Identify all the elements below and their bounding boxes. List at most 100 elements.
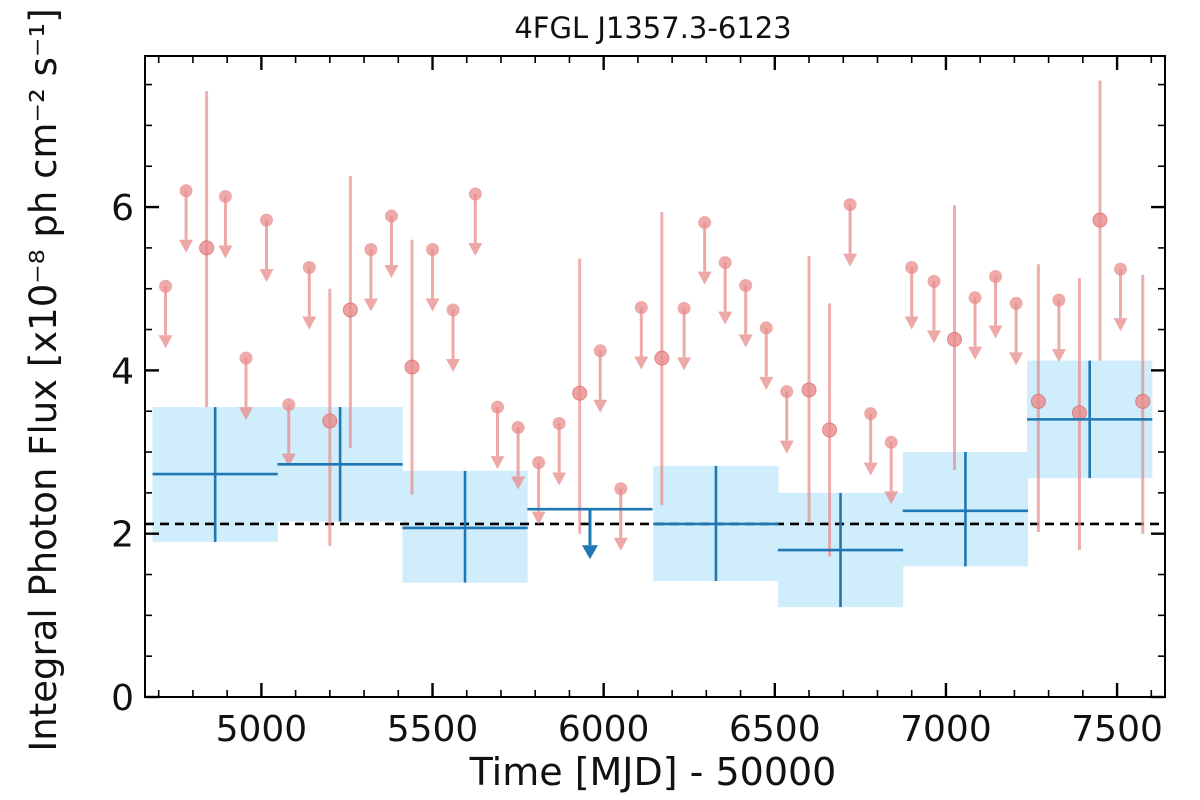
short-bin-upper-limit-13 [425, 249, 440, 312]
short-bin-upper-limit-4-head [238, 407, 253, 421]
short-bin-upper-limit-4 [238, 358, 253, 421]
x-axis-label: Time [MJD] - 50000 [469, 750, 837, 794]
short-bin-upper-limit-26 [697, 222, 712, 285]
short-bin-upper-limit-43-head [1051, 349, 1066, 363]
short-bin-upper-limit-13-head [425, 298, 440, 312]
short-bin-upper-limit-37 [926, 281, 941, 344]
short-bin-upper-limit-18-head [531, 511, 546, 525]
short-bin-upper-limit-46-head [1113, 318, 1128, 332]
short-bin-point-20 [572, 385, 588, 401]
short-bin-upper-limit-22 [613, 488, 628, 551]
short-bin-upper-limit-21 [593, 350, 608, 413]
short-bin-upper-limit-33 [843, 204, 858, 267]
short-bin-upper-limit-7 [302, 267, 317, 330]
short-bin-upper-limit-6-head [281, 453, 296, 467]
short-bin-point-45 [1092, 212, 1108, 228]
y-tick-label: 0 [111, 678, 134, 719]
short-bin-point-44 [1071, 405, 1087, 421]
short-bin-upper-limit-35 [884, 442, 899, 505]
short-bin-point-8 [322, 413, 338, 429]
axes-box [144, 55, 1166, 698]
short-bin-upper-limit-5-head [259, 269, 274, 283]
y-axis-label: Integral Photon Flux [x10⁻⁸ ph cm⁻² s⁻¹] [22, 8, 65, 751]
short-bin-upper-limit-10 [363, 249, 378, 312]
short-bin-upper-limit-21-head [593, 399, 608, 413]
y-tick-label: 4 [111, 351, 134, 392]
x-tick-label: 7000 [900, 709, 992, 750]
chart-title: 4FGL J1357.3-6123 [514, 11, 791, 45]
short-bin-upper-limit-43 [1051, 300, 1066, 363]
short-bin-point-32 [822, 422, 838, 438]
short-bin-upper-limit-36 [904, 267, 919, 330]
short-bin-upper-limit-16 [490, 407, 505, 470]
short-bin-point-42 [1030, 393, 1046, 409]
short-bin-point-47 [1135, 393, 1151, 409]
short-bin-upper-limit-11-head [384, 265, 399, 279]
short-bin-upper-limit-36-head [904, 316, 919, 330]
short-bin-upper-limit-28 [738, 285, 753, 348]
short-bin-upper-limit-34-head [863, 462, 878, 476]
short-bin-upper-limit-7-head [302, 316, 317, 330]
short-bin-upper-limit-28-head [738, 334, 753, 348]
short-bin-upper-limit-11 [384, 216, 399, 279]
axis-ticks: 5000 5500 6000 6500 7000 7500 0 2 4 6 [111, 56, 1165, 750]
short-bin-upper-limit-3-head [218, 245, 233, 259]
short-bin-upper-limit-17-head [511, 476, 526, 490]
short-bin-upper-limit-39 [968, 297, 983, 360]
x-tick-label: 5000 [216, 709, 308, 750]
plot-area [145, 80, 1165, 608]
short-bin-upper-limit-0-head [158, 335, 173, 349]
short-bin-upper-limit-35-head [884, 491, 899, 505]
short-bin-upper-limit-0 [158, 286, 173, 349]
short-bin-upper-limit-46 [1113, 269, 1128, 332]
x-tick-label: 5500 [387, 709, 479, 750]
short-bin-upper-limit-1 [179, 190, 194, 253]
short-bin-upper-limit-15-head [468, 242, 483, 256]
y-tick-label: 2 [111, 515, 134, 556]
short-bin-upper-limit-34 [863, 413, 878, 476]
short-bin-upper-limit-40-head [988, 325, 1003, 339]
short-bin-upper-limit-19-head [552, 472, 567, 486]
short-bin-upper-limit-15 [468, 193, 483, 256]
short-bin-upper-limit-41 [1009, 303, 1024, 366]
short-bin-upper-limit-27-head [718, 311, 733, 325]
short-bin-upper-limit-3 [218, 196, 233, 259]
short-bin-upper-limit-39-head [968, 346, 983, 360]
short-bin-upper-limit-10-head [363, 298, 378, 312]
short-bin-upper-limit-6 [281, 404, 296, 467]
short-bin-upper-limit-37-head [926, 330, 941, 344]
short-bin-upper-limit-16-head [490, 456, 505, 470]
axes-frame [144, 55, 1166, 698]
y-tick-label: 6 [111, 188, 134, 229]
short-bin-upper-limit-25 [677, 308, 692, 371]
x-tick-label: 6000 [558, 709, 650, 750]
short-bin-upper-limit-40 [988, 276, 1003, 339]
short-bin-upper-limit-14-head [446, 358, 461, 372]
short-bin-upper-limit-22-head [613, 537, 628, 551]
long-bin-upper-limit-3-head [581, 545, 598, 560]
short-bin-point-12 [404, 359, 420, 375]
short-bin-upper-limit-26-head [697, 271, 712, 285]
short-bin-upper-limit-27 [718, 262, 733, 325]
long-bin-upper-limit-3 [581, 509, 598, 560]
short-bin-upper-limit-23-head [634, 356, 649, 370]
short-bin-upper-limit-19 [552, 423, 567, 486]
short-bin-upper-limit-5 [259, 220, 274, 283]
short-bin-upper-limit-25-head [677, 357, 692, 371]
short-bin-upper-limit-30 [779, 391, 794, 454]
short-bin-point-38 [946, 331, 962, 347]
short-bin-upper-limit-14 [446, 309, 461, 372]
short-bin-upper-limit-18 [531, 462, 546, 525]
short-bin-point-24 [654, 350, 670, 366]
x-tick-label: 6500 [729, 709, 821, 750]
short-bin-upper-limit-30-head [779, 440, 794, 454]
short-bin-upper-limit-23 [634, 307, 649, 370]
short-bin-upper-limit-17 [511, 427, 526, 490]
short-bin-upper-limit-33-head [843, 253, 858, 267]
short-bin-point-2 [199, 240, 215, 256]
short-bin-upper-limit-1-head [179, 239, 194, 253]
short-bin-upper-limit-29-head [759, 376, 774, 390]
short-bin-upper-limit-29 [759, 327, 774, 390]
x-tick-label: 7500 [1071, 709, 1163, 750]
